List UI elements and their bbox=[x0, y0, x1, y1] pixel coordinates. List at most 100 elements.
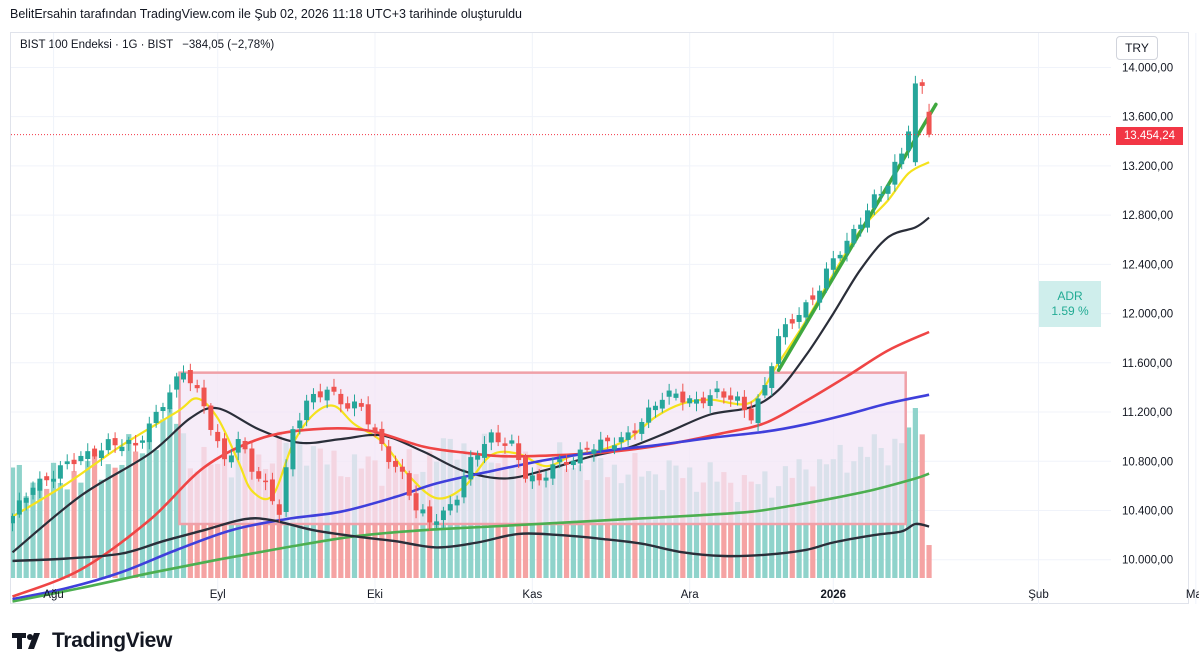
symbol-label[interactable]: BIST 100 Endeksi · 1G · BIST bbox=[20, 39, 173, 51]
candle-body[interactable] bbox=[468, 457, 474, 480]
candle-body[interactable] bbox=[817, 290, 823, 303]
candle-body[interactable] bbox=[201, 387, 207, 407]
candle-body[interactable] bbox=[529, 475, 535, 482]
candle-body[interactable] bbox=[488, 432, 494, 443]
candle-body[interactable] bbox=[440, 510, 446, 521]
candle-body[interactable] bbox=[844, 240, 850, 254]
candle-body[interactable] bbox=[577, 449, 583, 464]
candle-body[interactable] bbox=[584, 447, 590, 450]
candle-body[interactable] bbox=[899, 153, 905, 165]
candle-body[interactable] bbox=[256, 471, 262, 479]
candle-body[interactable] bbox=[146, 423, 152, 443]
candle-body[interactable] bbox=[625, 432, 631, 440]
candle-body[interactable] bbox=[249, 448, 255, 472]
candle-body[interactable] bbox=[297, 420, 303, 429]
candle-body[interactable] bbox=[598, 439, 604, 451]
candle-body[interactable] bbox=[502, 443, 508, 446]
candle-body[interactable] bbox=[536, 473, 542, 481]
candle-body[interactable] bbox=[851, 228, 857, 244]
candle-body[interactable] bbox=[365, 404, 371, 425]
candle-body[interactable] bbox=[789, 319, 795, 324]
candle-body[interactable] bbox=[153, 411, 159, 424]
candle-body[interactable] bbox=[222, 438, 228, 460]
candle-body[interactable] bbox=[386, 446, 392, 463]
candle-body[interactable] bbox=[810, 295, 816, 300]
candle-body[interactable] bbox=[557, 459, 563, 463]
candle-body[interactable] bbox=[495, 432, 501, 443]
candle-body[interactable] bbox=[461, 476, 467, 498]
candle-body[interactable] bbox=[721, 391, 727, 398]
candle-body[interactable] bbox=[119, 446, 125, 452]
candle-body[interactable] bbox=[878, 193, 884, 196]
candle-body[interactable] bbox=[37, 478, 43, 491]
candle-body[interactable] bbox=[352, 401, 357, 409]
candle-body[interactable] bbox=[659, 399, 665, 409]
candle-body[interactable] bbox=[92, 448, 98, 457]
candle-body[interactable] bbox=[912, 83, 918, 163]
candle-body[interactable] bbox=[639, 421, 645, 434]
candle-body[interactable] bbox=[926, 111, 932, 135]
candle-body[interactable] bbox=[51, 478, 57, 482]
candle-body[interactable] bbox=[570, 460, 576, 466]
candle-body[interactable] bbox=[796, 314, 802, 322]
candle-body[interactable] bbox=[126, 439, 132, 444]
candle-body[interactable] bbox=[304, 400, 310, 421]
candle-body[interactable] bbox=[290, 429, 296, 470]
candle-body[interactable] bbox=[23, 497, 29, 503]
candle-body[interactable] bbox=[447, 504, 453, 511]
candle-body[interactable] bbox=[406, 473, 412, 496]
candle-body[interactable] bbox=[310, 393, 316, 403]
candle-body[interactable] bbox=[379, 428, 385, 444]
candle-body[interactable] bbox=[420, 509, 426, 514]
candle-body[interactable] bbox=[885, 185, 891, 194]
candle-body[interactable] bbox=[803, 302, 809, 318]
candle-body[interactable] bbox=[618, 437, 624, 443]
candle-body[interactable] bbox=[687, 398, 693, 404]
candle-body[interactable] bbox=[242, 440, 248, 450]
candle-body[interactable] bbox=[208, 405, 214, 430]
candle-body[interactable] bbox=[769, 366, 775, 388]
candle-body[interactable] bbox=[605, 437, 611, 442]
candle-body[interactable] bbox=[10, 515, 15, 524]
candle-body[interactable] bbox=[735, 396, 741, 401]
candle-body[interactable] bbox=[762, 385, 768, 396]
candle-body[interactable] bbox=[871, 194, 877, 208]
candle-body[interactable] bbox=[317, 391, 323, 398]
candle-body[interactable] bbox=[906, 131, 912, 151]
candle-body[interactable] bbox=[112, 438, 118, 446]
candle-body[interactable] bbox=[181, 372, 186, 380]
candle-body[interactable] bbox=[345, 403, 351, 409]
candle-body[interactable] bbox=[78, 455, 84, 462]
candle-body[interactable] bbox=[865, 210, 870, 228]
candle-body[interactable] bbox=[550, 464, 556, 479]
candle-body[interactable] bbox=[509, 440, 515, 444]
candle-body[interactable] bbox=[611, 445, 617, 450]
candle-body[interactable] bbox=[673, 393, 679, 398]
candle-body[interactable] bbox=[481, 444, 487, 458]
candle-body[interactable] bbox=[782, 324, 788, 338]
candle-body[interactable] bbox=[666, 390, 672, 397]
candle-body[interactable] bbox=[44, 476, 50, 481]
candle-body[interactable] bbox=[30, 487, 36, 495]
candle-body[interactable] bbox=[215, 431, 221, 442]
candle-body[interactable] bbox=[919, 82, 925, 86]
candle-body[interactable] bbox=[564, 462, 570, 465]
candle-body[interactable] bbox=[837, 254, 843, 259]
candle-body[interactable] bbox=[235, 439, 241, 453]
candle-body[interactable] bbox=[372, 427, 378, 432]
candle-body[interactable] bbox=[646, 407, 652, 423]
candle-body[interactable] bbox=[263, 480, 269, 483]
candle-body[interactable] bbox=[413, 493, 419, 511]
tradingview-logo[interactable]: TradingView bbox=[12, 629, 172, 653]
candle-body[interactable] bbox=[523, 456, 528, 479]
candle-body[interactable] bbox=[680, 391, 686, 403]
candle-body[interactable] bbox=[139, 440, 145, 443]
candle-body[interactable] bbox=[228, 455, 234, 463]
ma-line-red[interactable] bbox=[12, 330, 930, 598]
candle-body[interactable] bbox=[728, 395, 734, 400]
candle-body[interactable] bbox=[338, 393, 344, 405]
candle-body[interactable] bbox=[331, 386, 337, 392]
ma-line-darkgray[interactable] bbox=[12, 517, 930, 563]
candle-body[interactable] bbox=[454, 499, 460, 506]
